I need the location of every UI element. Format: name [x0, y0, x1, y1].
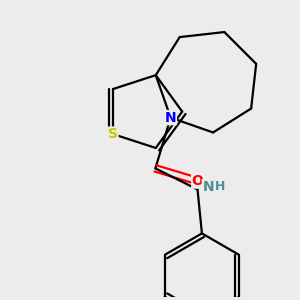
Text: N: N [202, 179, 214, 194]
Text: O: O [192, 174, 204, 188]
Text: N: N [165, 111, 176, 124]
Text: H: H [215, 180, 225, 193]
Text: S: S [108, 127, 118, 141]
